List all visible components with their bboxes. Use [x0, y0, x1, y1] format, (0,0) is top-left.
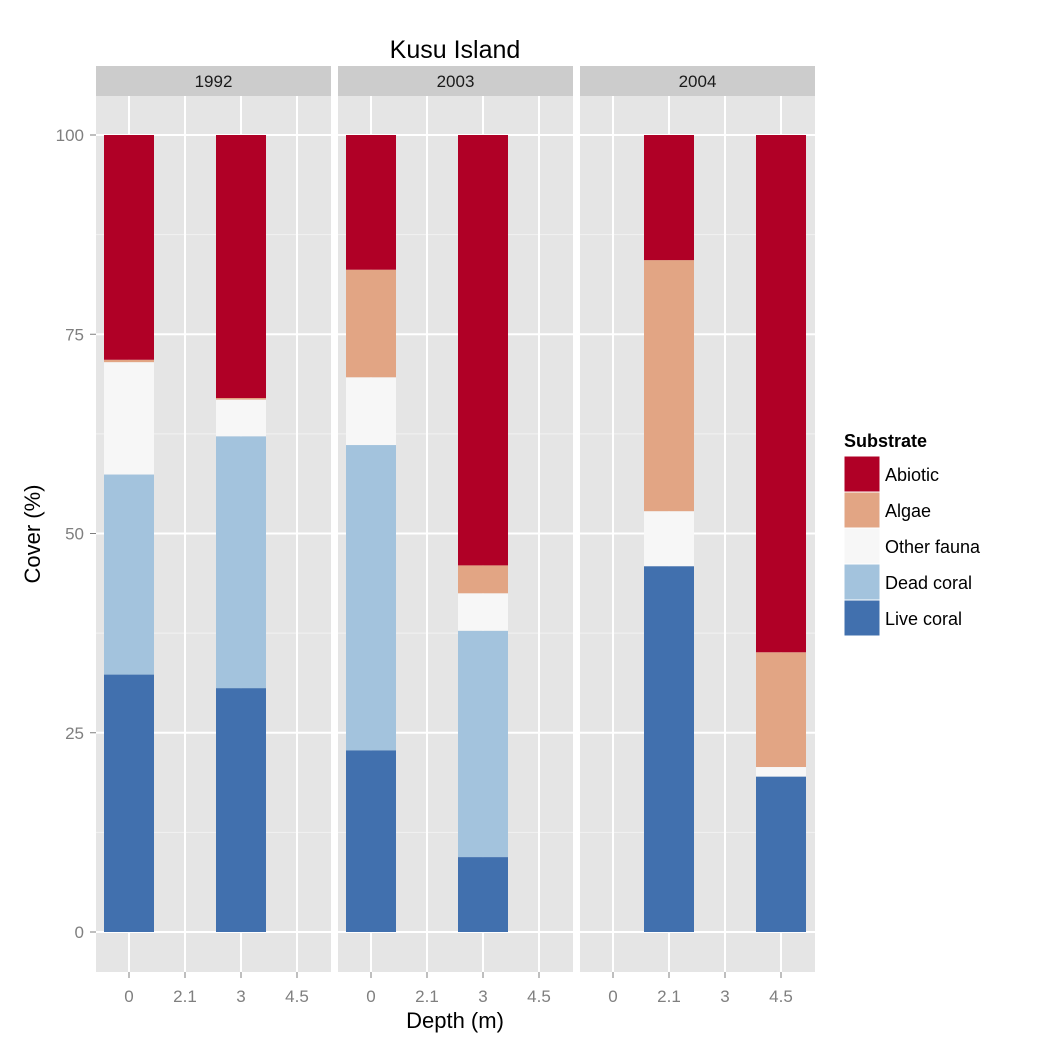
legend-key-other-fauna — [843, 527, 881, 565]
x-tick-label: 0 — [124, 987, 133, 1006]
x-tick-label: 4.5 — [527, 987, 551, 1006]
bar-segment-dead-coral — [216, 436, 266, 689]
bar-segment-algae — [216, 398, 266, 400]
bar-segment-abiotic — [104, 135, 154, 360]
bar-segment-other-fauna — [104, 362, 154, 475]
legend: Substrate Abiotic Algae Other fauna Dead co… — [843, 431, 981, 637]
panel-1992: 1992 0 2.1 3 4.5 — [96, 66, 331, 1006]
bar-segment-live-coral — [346, 750, 396, 932]
bar-segment-other-fauna — [216, 399, 266, 437]
x-tick-label: 3 — [236, 987, 245, 1006]
legend-label-abiotic: Abiotic — [885, 465, 939, 485]
panel-strip-label: 1992 — [195, 72, 233, 91]
bar-segment-algae — [756, 652, 806, 768]
legend-label-live-coral: Live coral — [885, 609, 962, 629]
x-tick-label: 3 — [720, 987, 729, 1006]
y-axis: 0 25 50 75 100 — [56, 126, 96, 942]
panel-2003: 2003 0 2.1 3 4.5 — [338, 66, 573, 1006]
bar-segment-algae — [104, 359, 154, 363]
bar-segment-live-coral — [756, 776, 806, 932]
legend-key-abiotic — [843, 455, 881, 493]
x-tick-label: 3 — [478, 987, 487, 1006]
legend-title: Substrate — [844, 431, 927, 451]
y-tick-label: 75 — [65, 325, 84, 344]
x-tick-label: 2.1 — [173, 987, 197, 1006]
bar-segment-live-coral — [104, 674, 154, 932]
chart-title: Kusu Island — [390, 36, 521, 64]
bar-segment-abiotic — [346, 135, 396, 270]
bar-segment-live-coral — [644, 566, 694, 932]
panel-strip — [338, 66, 573, 96]
bar-segment-other-fauna — [346, 377, 396, 446]
y-tick-label: 50 — [65, 525, 84, 544]
legend-key-dead-coral — [843, 563, 881, 601]
bar-segment-abiotic — [216, 135, 266, 399]
bar-segment-other-fauna — [458, 593, 508, 631]
legend-label-algae: Algae — [885, 501, 931, 521]
x-tick-label: 0 — [608, 987, 617, 1006]
panel-strip — [96, 66, 331, 96]
bar-segment-dead-coral — [104, 474, 154, 675]
panels: 1992 0 2.1 3 4.5 2003 0 2.1 3 4.5 2004 0 2.1 3 4.5 — [96, 66, 815, 1006]
y-axis-title: Cover (%) — [20, 484, 45, 583]
bar-segment-live-coral — [216, 688, 266, 932]
x-tick-label: 0 — [366, 987, 375, 1006]
bar-segment-dead-coral — [458, 630, 508, 858]
bar-segment-abiotic — [644, 135, 694, 261]
bar-segment-other-fauna — [756, 767, 806, 777]
panel-2004: 2004 0 2.1 3 4.5 — [580, 66, 815, 1006]
bar-segment-algae — [346, 269, 396, 378]
bar-segment-algae — [644, 260, 694, 512]
y-tick-label: 100 — [56, 126, 84, 145]
legend-key-live-coral — [843, 599, 881, 637]
y-tick-label: 0 — [75, 923, 84, 942]
y-tick-label: 25 — [65, 724, 84, 743]
panel-strip — [580, 66, 815, 96]
panel-strip-label: 2004 — [679, 72, 717, 91]
bar-segment-dead-coral — [346, 445, 396, 751]
panel-strip-label: 2003 — [437, 72, 475, 91]
bar-segment-algae — [458, 565, 508, 594]
x-axis-title: Depth (m) — [406, 1008, 504, 1033]
bar-segment-abiotic — [756, 135, 806, 653]
x-tick-label: 4.5 — [285, 987, 309, 1006]
bar-segment-abiotic — [458, 135, 508, 566]
x-tick-label: 2.1 — [657, 987, 681, 1006]
x-tick-label: 4.5 — [769, 987, 793, 1006]
bar-segment-other-fauna — [644, 511, 694, 567]
legend-key-algae — [843, 491, 881, 529]
legend-label-dead-coral: Dead coral — [885, 573, 972, 593]
x-tick-label: 2.1 — [415, 987, 439, 1006]
bar-segment-live-coral — [458, 857, 508, 932]
legend-label-other-fauna: Other fauna — [885, 537, 981, 557]
